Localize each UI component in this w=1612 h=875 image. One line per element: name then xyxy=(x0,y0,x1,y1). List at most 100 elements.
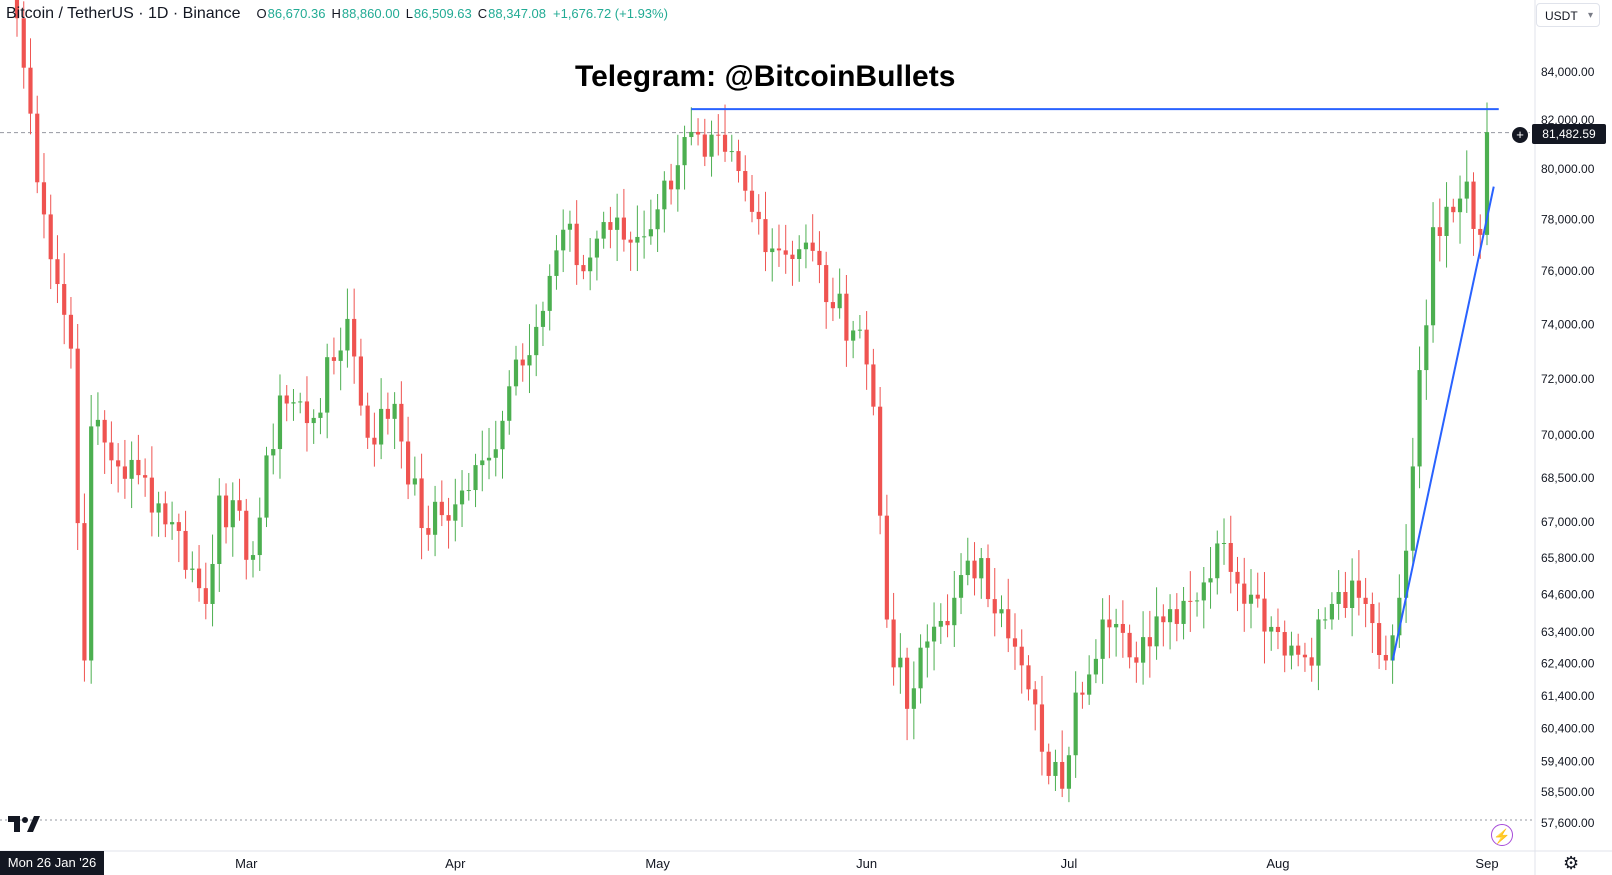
candle-down xyxy=(1296,645,1301,655)
candle-up xyxy=(1093,658,1098,675)
candle-up xyxy=(1114,623,1119,628)
candle-up xyxy=(952,597,957,626)
candle-up xyxy=(1066,755,1072,789)
candle-up xyxy=(277,395,283,450)
candle-up xyxy=(554,250,559,276)
candle-down xyxy=(722,134,728,152)
currency-label: USDT xyxy=(1545,9,1578,23)
candle-up xyxy=(534,326,539,356)
candle-up xyxy=(1457,198,1463,213)
candle-up xyxy=(540,310,546,327)
candle-down xyxy=(1107,619,1112,628)
low-value: 86,509.63 xyxy=(413,6,472,21)
candle-up xyxy=(918,647,923,689)
candle-up xyxy=(1221,543,1227,545)
candle-up xyxy=(655,209,660,230)
y-tick-label: 67,000.00 xyxy=(1541,515,1595,529)
x-tick-label: Jul xyxy=(1061,856,1078,871)
candle-down xyxy=(372,437,377,445)
candle-up xyxy=(857,329,862,331)
candle-up xyxy=(412,478,417,485)
candle-up xyxy=(1100,619,1105,659)
candle-down xyxy=(41,182,47,215)
open-value: 86,670.36 xyxy=(267,6,326,21)
lightning-icon[interactable]: ⚡ xyxy=(1491,824,1513,846)
candle-up xyxy=(466,490,471,492)
candle-down xyxy=(1188,600,1193,602)
candle-up xyxy=(958,575,964,598)
x-tick-label: May xyxy=(645,856,670,871)
candle-down xyxy=(136,459,141,476)
candle-down xyxy=(581,265,586,272)
candle-down xyxy=(62,284,67,315)
candle-down xyxy=(406,441,411,485)
candle-up xyxy=(689,131,694,138)
candle-down xyxy=(82,523,87,661)
candle-up xyxy=(338,350,343,361)
high-value: 88,860.00 xyxy=(341,6,400,21)
candle-up xyxy=(851,330,856,341)
plus-icon[interactable]: + xyxy=(1511,126,1529,144)
candle-up xyxy=(1464,181,1469,199)
candle-down xyxy=(1343,591,1348,608)
candle-down xyxy=(1309,657,1314,666)
gear-icon[interactable]: ⚙ xyxy=(1563,853,1580,873)
candle-up xyxy=(1316,619,1321,666)
candle-up xyxy=(500,420,505,450)
candle-down xyxy=(1282,632,1287,656)
candle-up xyxy=(803,242,809,250)
candle-up xyxy=(311,417,316,424)
candle-up xyxy=(1201,582,1206,601)
candle-up xyxy=(217,495,222,564)
y-tick-label: 72,000.00 xyxy=(1541,372,1595,386)
candle-down xyxy=(426,528,431,535)
candle-down xyxy=(1451,206,1456,213)
candle-down xyxy=(68,314,74,349)
candle-down xyxy=(1033,689,1038,705)
candle-down xyxy=(830,302,836,309)
symbol-title[interactable]: Bitcoin / TetherUS · 1D · Binance xyxy=(6,5,241,22)
y-tick-label: 59,400.00 xyxy=(1541,755,1595,769)
candle-up xyxy=(1181,600,1186,624)
candle-down xyxy=(621,217,626,240)
tradingview-logo-icon[interactable] xyxy=(8,816,40,837)
candle-down xyxy=(1377,623,1382,656)
candle-up xyxy=(291,402,296,404)
candle-up xyxy=(911,688,916,709)
y-tick-label: 84,000.00 xyxy=(1541,65,1595,79)
candle-up xyxy=(770,248,775,253)
candle-down xyxy=(75,348,80,524)
candle-down xyxy=(1228,543,1233,572)
candle-down xyxy=(109,442,114,461)
currency-select[interactable]: USDT ▾ xyxy=(1536,3,1600,27)
candle-down xyxy=(1006,609,1011,639)
low-label: L xyxy=(405,6,413,21)
candle-down xyxy=(237,500,242,511)
candle-up xyxy=(250,555,256,560)
candle-up xyxy=(156,503,161,513)
candle-up xyxy=(635,236,640,243)
candle-down xyxy=(244,510,249,560)
candle-up xyxy=(230,500,235,528)
current-price-label: 81,482.59 xyxy=(1532,124,1606,144)
candle-up xyxy=(588,257,593,272)
x-tick-label: Sep xyxy=(1475,856,1498,871)
candle-down xyxy=(1120,623,1125,633)
watermark-text: Telegram: @BitcoinBullets xyxy=(575,60,956,93)
candle-down xyxy=(891,619,896,668)
candle-up xyxy=(1289,645,1294,656)
candle-down xyxy=(122,466,127,479)
candle-down xyxy=(668,180,674,190)
candle-down xyxy=(844,293,849,341)
candle-up xyxy=(938,620,943,627)
candle-down xyxy=(608,222,613,230)
candle-down xyxy=(1302,654,1308,658)
chevron-down-icon: ▾ xyxy=(1587,10,1593,21)
candle-down xyxy=(196,568,202,589)
candle-down xyxy=(48,214,53,260)
candle-up xyxy=(965,560,970,576)
candle-down xyxy=(1012,638,1018,647)
candle-up xyxy=(898,657,903,668)
candle-down xyxy=(574,223,579,266)
